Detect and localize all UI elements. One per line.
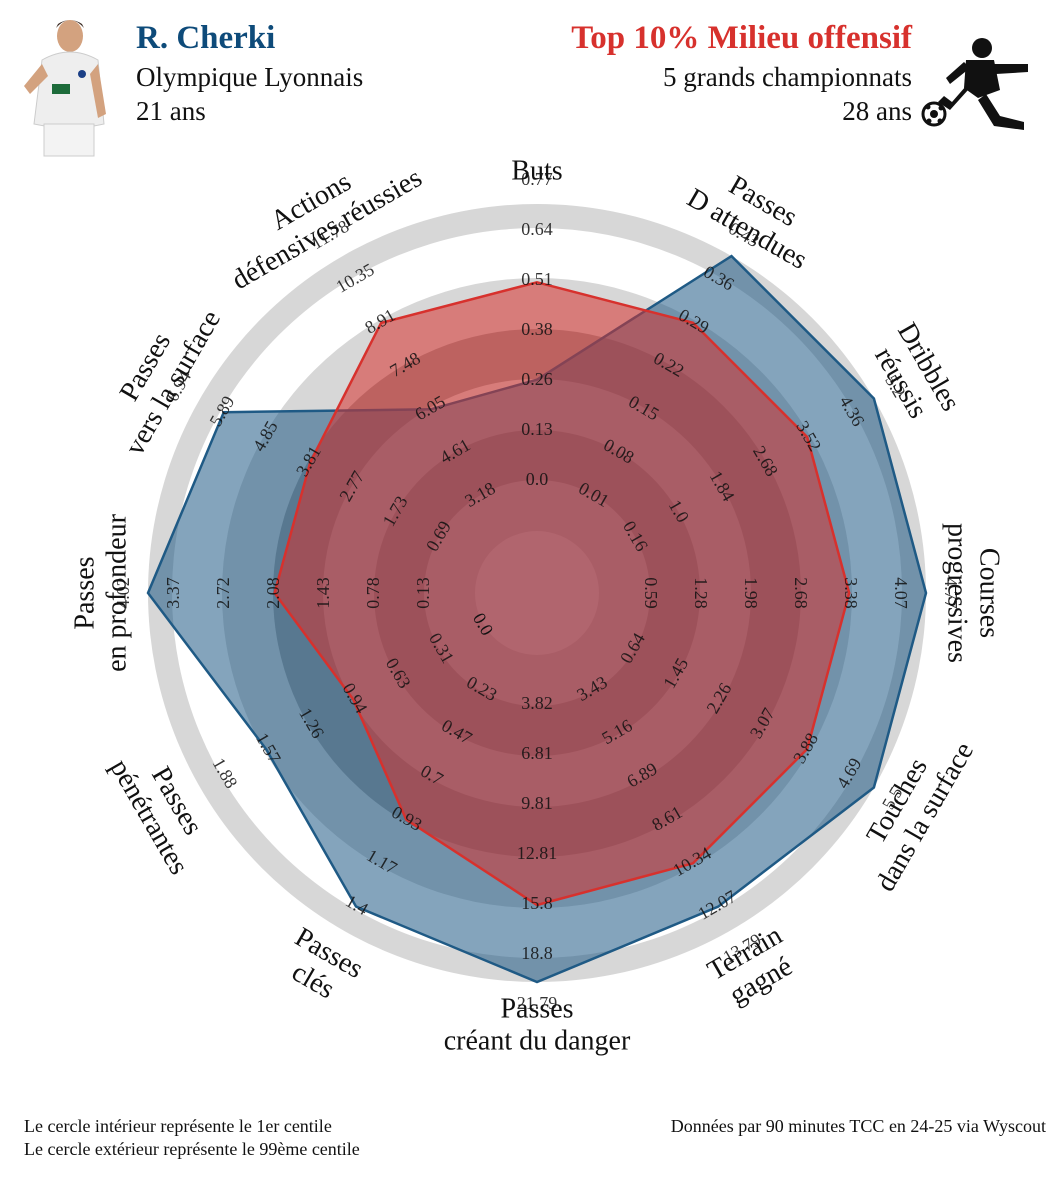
axis-label-line: Courses <box>974 548 1005 638</box>
axis-label-line: en profondeur <box>101 513 132 672</box>
tick-label: 4.77 <box>941 577 961 609</box>
player-age: 21 ans <box>136 96 206 126</box>
tick-label: 0.26 <box>521 369 553 389</box>
comparison-title: Top 10% Milieu offensif <box>571 20 912 56</box>
axis-label: Buts <box>511 155 562 186</box>
tick-label: 18.8 <box>521 943 553 963</box>
tick-label: 0.38 <box>521 319 553 339</box>
tick-label: 15.8 <box>521 893 553 913</box>
tick-label: 3.37 <box>163 577 183 609</box>
tick-label: 1.43 <box>313 577 333 609</box>
tick-label: 1.28 <box>691 577 711 609</box>
tick-label: 4.02 <box>113 577 133 609</box>
player-name: R. Cherki <box>136 20 276 56</box>
tick-label: 0.0 <box>526 469 549 489</box>
radar-series <box>146 254 928 984</box>
tick-label: 0.51 <box>521 269 553 289</box>
data-source: Données par 90 minutes TCC en 24-25 via … <box>670 1116 1046 1136</box>
tick-label: 21.79 <box>517 993 558 1013</box>
tick-label: 2.72 <box>213 577 233 609</box>
axis-label-line: Passes <box>500 993 573 1024</box>
player-avatar <box>14 14 116 160</box>
tick-label: 0.13 <box>413 577 433 609</box>
tick-label: 1.98 <box>741 577 761 609</box>
tick-label: 4.07 <box>891 577 911 609</box>
tick-label: 0.59 <box>641 577 661 609</box>
tick-label: 0.13 <box>521 419 553 439</box>
tick-label: 0.78 <box>363 577 383 609</box>
axis-label: Passes en profondeur <box>69 513 132 672</box>
axis-label-line: progressives <box>942 523 973 663</box>
axis-label-line: créant du danger <box>444 1025 631 1056</box>
tick-label: 2.68 <box>791 577 811 609</box>
tick-label: 9.81 <box>521 793 553 813</box>
tick-label: 2.08 <box>263 577 283 609</box>
comparison-league: 5 grands championnats <box>663 62 912 92</box>
outer-circle-note: Le cercle extérieur représente le 99ème … <box>24 1139 360 1159</box>
comparison-age: 28 ans <box>842 96 912 126</box>
tick-label: 3.82 <box>521 693 553 713</box>
tick-label: 12.81 <box>517 843 558 863</box>
player-team: Olympique Lyonnais <box>136 62 364 92</box>
tick-label: 3.38 <box>841 577 861 609</box>
inner-circle-note: Le cercle intérieur représente le 1er ce… <box>24 1116 332 1136</box>
footballer-kicking-icon <box>920 34 1032 134</box>
axis-label-line: Passes <box>69 556 100 629</box>
tick-label: 6.81 <box>521 743 553 763</box>
tick-label: 0.64 <box>521 219 553 239</box>
axis-label-line: Buts <box>511 155 562 186</box>
tick-label: 0.77 <box>521 169 553 189</box>
